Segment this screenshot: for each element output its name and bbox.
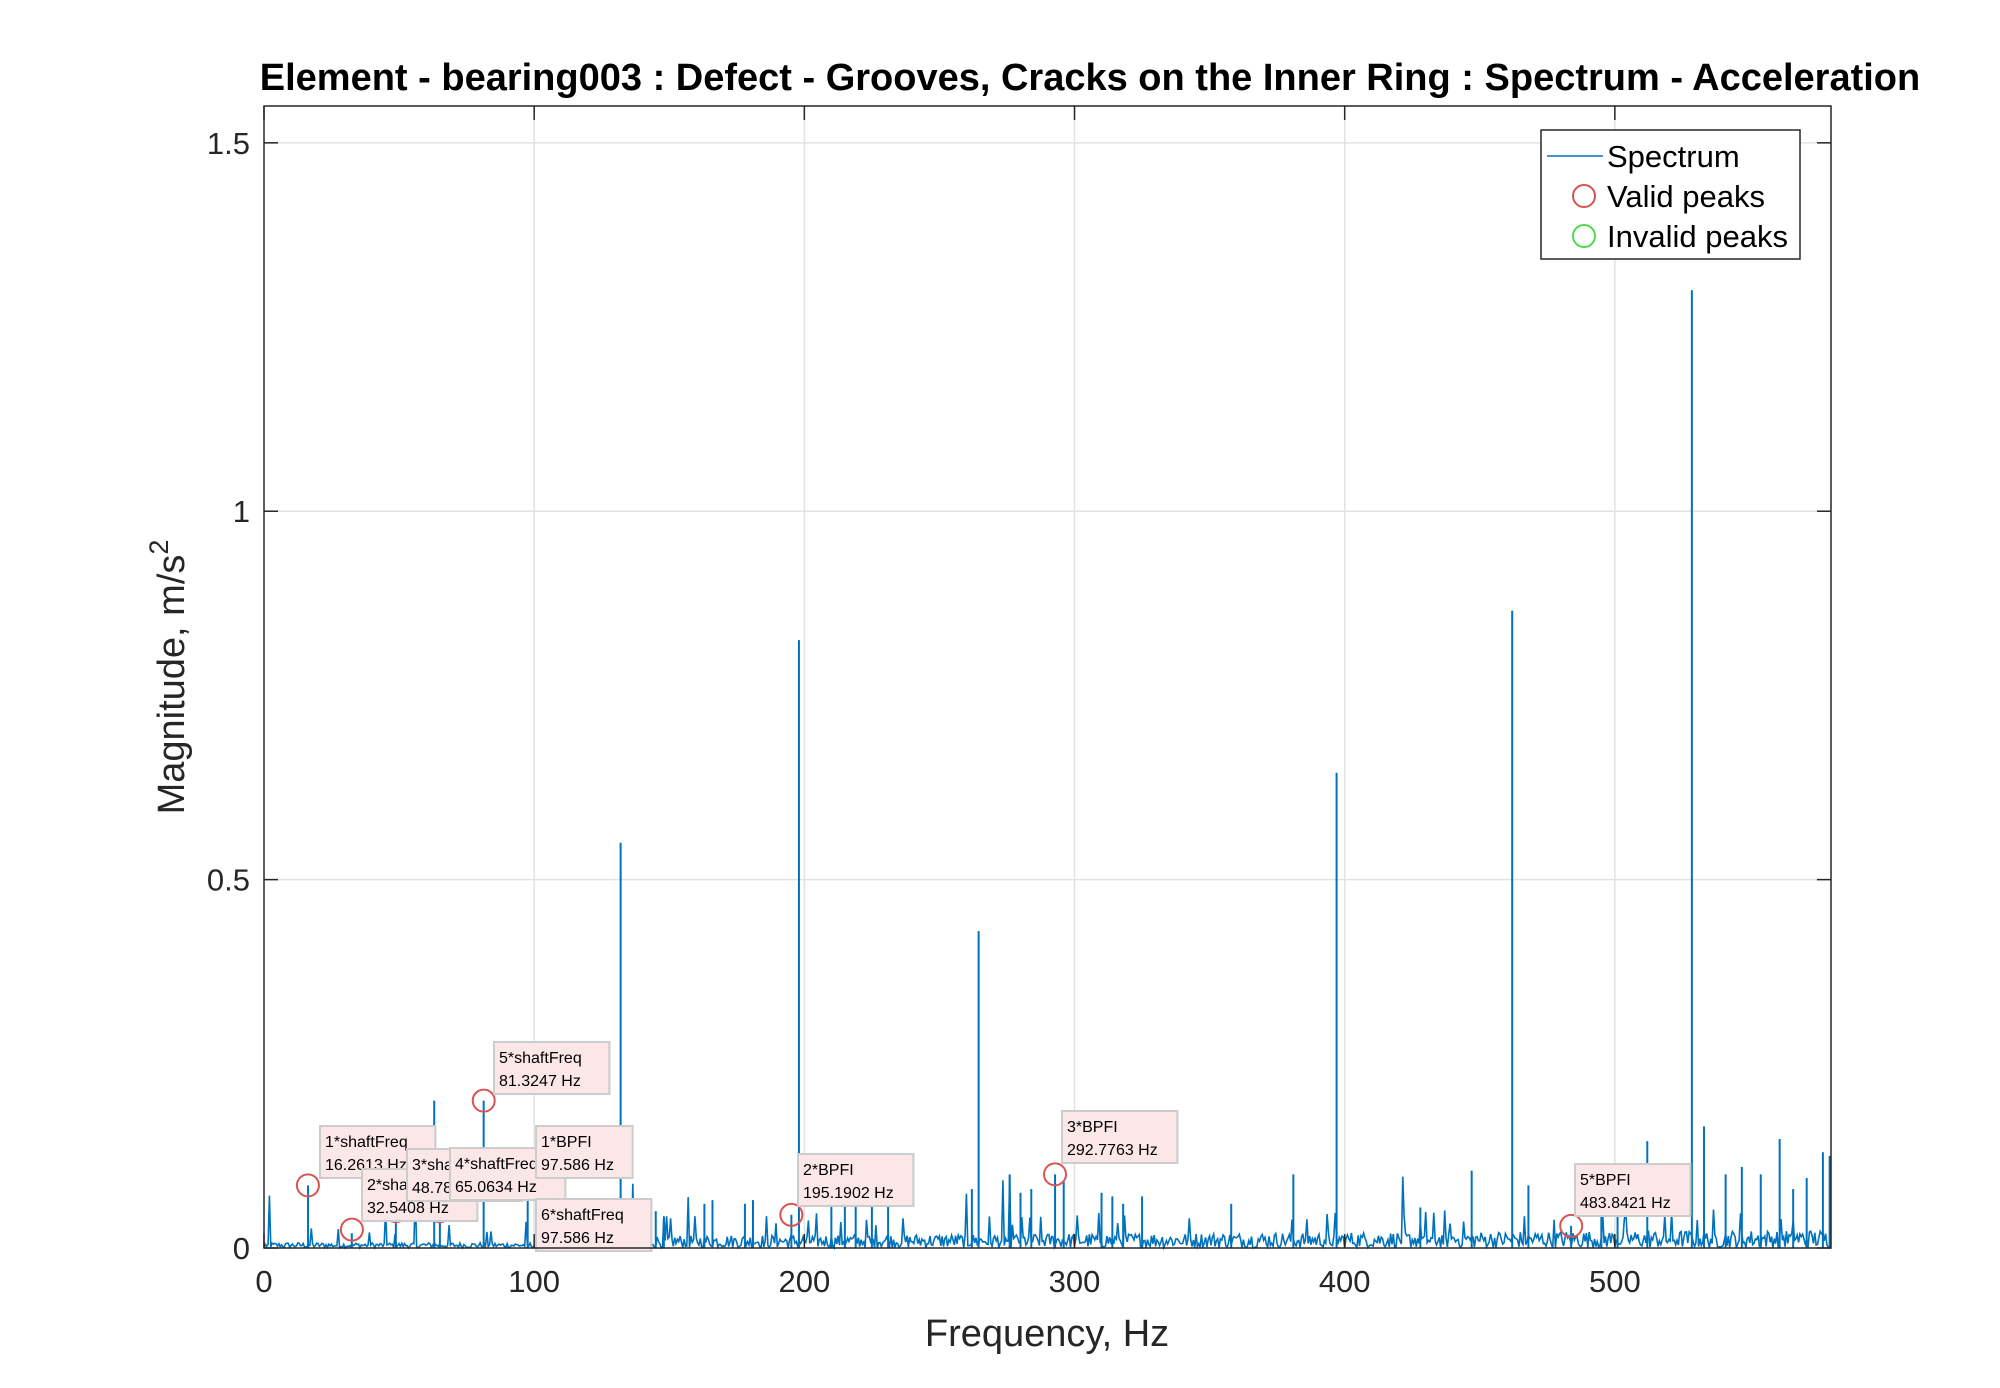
y-axis-label-superscript: 2 — [144, 540, 174, 555]
legend-label: Valid peaks — [1607, 179, 1765, 214]
annotation-box — [797, 1153, 915, 1207]
axes-box — [263, 105, 1832, 1249]
valid-peak-marker — [339, 1217, 364, 1242]
legend-label: Spectrum — [1607, 139, 1740, 174]
annotation-frequency: 97.586 Hz — [541, 1230, 614, 1247]
peak-annotation: 2*BPFI 195.1902 Hz — [797, 1153, 915, 1207]
y-tick-label: 0.5 — [207, 863, 250, 898]
annotation-box — [1574, 1163, 1692, 1217]
x-tick-label: 200 — [778, 1264, 830, 1299]
legend-circle-swatch — [1572, 224, 1596, 248]
y-tick-label: 0 — [233, 1231, 250, 1266]
spectrum-series — [263, 290, 1832, 1251]
annotation-label: 2*BPFI — [803, 1162, 854, 1179]
valid-peak-marker — [1043, 1162, 1068, 1187]
annotation-label: 5*BPFI — [1580, 1172, 1631, 1189]
valid-peak-marker — [779, 1202, 804, 1227]
annotation-frequency: 195.1902 Hz — [803, 1185, 894, 1202]
valid-peak-marker — [295, 1173, 320, 1198]
spectrum-noise-line — [263, 1176, 1832, 1251]
annotation-label: 4*shaftFreq — [455, 1156, 538, 1173]
x-tick-label: 300 — [1049, 1264, 1101, 1299]
x-tick-label: 400 — [1319, 1264, 1371, 1299]
y-axis-label: Magnitude, m/s2 — [144, 540, 193, 815]
annotation-box — [535, 1125, 634, 1179]
legend-circle-swatch — [1572, 184, 1596, 208]
chart-title: Element - bearing003 : Defect - Grooves,… — [260, 57, 1920, 99]
annotation-label: 6*shaftFreq — [541, 1207, 624, 1224]
annotation-label: 1*shaftFreq — [325, 1134, 408, 1151]
x-axis-label: Frequency, Hz — [925, 1313, 1169, 1355]
annotation-frequency: 81.3247 Hz — [499, 1073, 581, 1090]
peak-annotation: 5*BPFI 483.8421 Hz — [1574, 1163, 1692, 1217]
legend-label: Invalid peaks — [1607, 219, 1788, 254]
annotation-frequency: 97.586 Hz — [541, 1157, 614, 1174]
annotation-frequency: 292.7763 Hz — [1067, 1142, 1158, 1159]
y-axis-label-text: Magnitude, m/s — [151, 555, 193, 815]
axis-ticks: 0 100 200 300 400 500 0 0.5 1 1.5 — [207, 106, 1831, 1299]
legend-box — [1540, 129, 1801, 260]
annotation-box — [493, 1041, 611, 1095]
annotation-label: 1*BPFI — [541, 1134, 592, 1151]
annotation-label: 3*BPFI — [1067, 1119, 1118, 1136]
peak-annotation: 6*shaftFreq 97.586 Hz — [535, 1198, 653, 1252]
valid-peak-marker — [471, 1088, 496, 1113]
annotation-frequency: 483.8421 Hz — [1580, 1195, 1671, 1212]
valid-peak-marker — [1559, 1213, 1584, 1238]
annotation-frequency: 65.0634 Hz — [455, 1179, 537, 1196]
y-tick-label: 1 — [233, 494, 250, 529]
annotation-frequency: 32.5408 Hz — [367, 1200, 449, 1217]
peak-annotation: 3*BPFI 292.7763 Hz — [1061, 1110, 1179, 1164]
peak-annotation: 5*shaftFreq 81.3247 Hz — [493, 1041, 611, 1095]
annotation-box — [535, 1198, 653, 1252]
x-tick-label: 0 — [255, 1264, 272, 1299]
legend: Spectrum Valid peaks Invalid peaks — [1540, 129, 1801, 260]
annotation-label: 5*shaftFreq — [499, 1050, 582, 1067]
x-tick-label: 100 — [508, 1264, 560, 1299]
annotation-box — [1061, 1110, 1179, 1164]
x-tick-label: 500 — [1589, 1264, 1641, 1299]
y-tick-label: 1.5 — [207, 126, 250, 161]
peak-annotation: 1*BPFI 97.586 Hz — [535, 1125, 634, 1179]
